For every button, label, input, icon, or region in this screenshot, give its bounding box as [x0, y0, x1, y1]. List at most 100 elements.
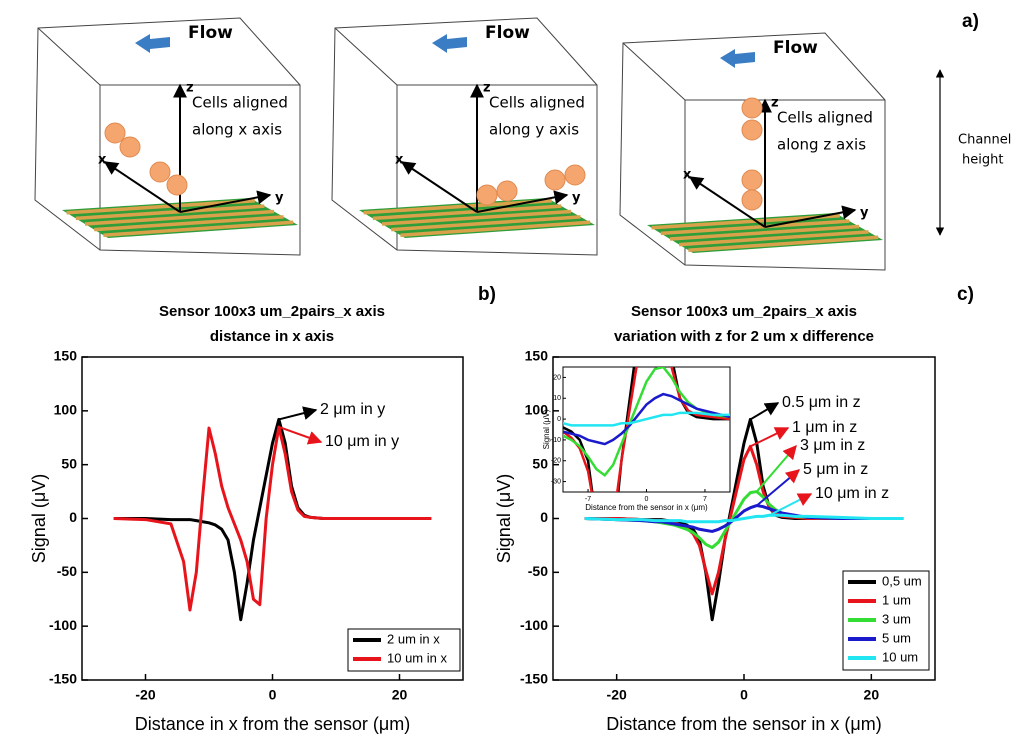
- channel-label: height: [962, 153, 1003, 168]
- electrode-stripe: [94, 215, 284, 232]
- chart-title: distance in x axis: [210, 328, 334, 345]
- series-line: [113, 425, 432, 612]
- y-tick-label: -100: [49, 617, 77, 633]
- axis-arrow: [179, 190, 272, 213]
- x-tick-label: 20: [864, 687, 880, 703]
- inset-plot: [563, 367, 730, 492]
- channel-box: [331, 17, 598, 256]
- x-tick-label: 0: [269, 687, 277, 703]
- inset-line: [563, 367, 730, 492]
- electrode-stripe: [66, 198, 255, 215]
- y-tick-label: -100: [520, 617, 548, 633]
- chart-title: Sensor 100x3 um_2pairs_x axis: [631, 303, 857, 320]
- caption: along x axis: [192, 121, 282, 139]
- axis-name: y: [860, 206, 869, 221]
- flow-arrow: [135, 34, 170, 53]
- cell: [104, 122, 126, 144]
- x-tick-label: 0: [740, 687, 748, 703]
- axis-name: x: [683, 168, 692, 183]
- flow-arrow: [720, 49, 755, 68]
- cell: [564, 164, 586, 186]
- panel-label: b): [478, 284, 496, 305]
- caption: along y axis: [489, 121, 579, 139]
- chart-title: variation with z for 2 um x difference: [614, 328, 874, 345]
- annotation-arrow: [749, 427, 790, 448]
- axis-name: z: [186, 81, 194, 96]
- axis-arrow: [476, 190, 569, 213]
- axis-arrow: [103, 161, 181, 213]
- x-tick-label: -20: [135, 687, 155, 703]
- cell: [476, 184, 498, 206]
- inset-y-tick-label: 20: [553, 374, 561, 381]
- cell: [741, 169, 763, 191]
- electrode-stripe: [660, 219, 850, 236]
- legend-box: [347, 628, 461, 672]
- flow-label: Flow: [773, 38, 818, 58]
- annotation-arrow: [278, 406, 318, 421]
- electrode-stripe: [651, 213, 840, 230]
- inset-y-tick-label: -10: [551, 437, 561, 444]
- inset-x-label: Distance from the sensor in x (μm): [585, 503, 708, 512]
- axis-name: x: [395, 153, 404, 168]
- axis-name: z: [771, 96, 779, 111]
- cell: [741, 97, 763, 119]
- annotation: 5 μm in z: [803, 461, 868, 478]
- y-tick-label: 0: [540, 509, 548, 525]
- electrode-stripe: [688, 235, 879, 252]
- cell: [741, 189, 763, 211]
- axis-name: z: [483, 81, 491, 96]
- y-axis-label: Signal (μV): [29, 474, 49, 563]
- electrode-stripe: [391, 215, 581, 232]
- y-tick-label: 100: [525, 402, 549, 418]
- annotation-arrow: [278, 426, 323, 445]
- y-tick-label: 150: [525, 348, 549, 364]
- legend-label: 10 um: [882, 649, 918, 664]
- electrode-stripe: [400, 220, 591, 237]
- panel-label: c): [957, 284, 974, 305]
- flow-label: Flow: [485, 23, 530, 43]
- electrode-stripe: [372, 204, 562, 221]
- inset-x-tick-label: -7: [585, 496, 591, 503]
- axis-arrow: [688, 176, 766, 228]
- annotation: 0.5 μm in z: [782, 394, 861, 411]
- y-tick-label: -150: [49, 671, 77, 687]
- y-tick-label: 150: [54, 348, 78, 364]
- channel-label: Channel: [958, 133, 1011, 148]
- annotation: 2 μm in y: [320, 401, 385, 418]
- annotation-arrow: [769, 493, 813, 517]
- annotation-arrow: [755, 444, 797, 493]
- annotation-arrow: [756, 469, 801, 507]
- channel-edge: [334, 27, 597, 86]
- annotation-arrow: [749, 402, 780, 421]
- annotation: 1 μm in z: [792, 419, 857, 436]
- inset-frame: [562, 366, 731, 493]
- channel-edge: [37, 27, 300, 86]
- x-axis-label: Distance in x from the sensor (μm): [135, 714, 410, 734]
- chart-title: Sensor 100x3 um_2pairs_x axis: [159, 303, 385, 320]
- legend-label: 5 um: [882, 630, 911, 645]
- inset-y-tick-label: 10: [553, 395, 561, 402]
- caption: Cells aligned: [777, 109, 873, 127]
- legend-label: 2 um in x: [387, 631, 440, 646]
- axis-name: y: [572, 191, 581, 206]
- y-tick-label: 50: [61, 455, 77, 471]
- caption: Cells aligned: [192, 94, 288, 112]
- caption: along z axis: [777, 136, 866, 154]
- flow-label: Flow: [188, 23, 233, 43]
- channel-box: [619, 32, 886, 271]
- axis-arrow: [400, 161, 478, 213]
- inset-y-tick-label: -20: [551, 458, 561, 465]
- channel-edge: [622, 42, 885, 101]
- legend-label: 10 um in x: [387, 650, 447, 665]
- electrode-stripe: [363, 198, 552, 215]
- legend-label: 0,5 um: [882, 573, 922, 588]
- channel-box: [34, 17, 301, 256]
- x-axis-label: Distance from the sensor in x (μm): [606, 714, 881, 734]
- y-tick-label: -50: [528, 563, 548, 579]
- y-tick-label: -150: [520, 671, 548, 687]
- series-line: [584, 513, 904, 524]
- annotation: 10 μm in y: [325, 433, 399, 450]
- electrode-stripe: [679, 230, 869, 247]
- x-tick-label: -20: [607, 687, 627, 703]
